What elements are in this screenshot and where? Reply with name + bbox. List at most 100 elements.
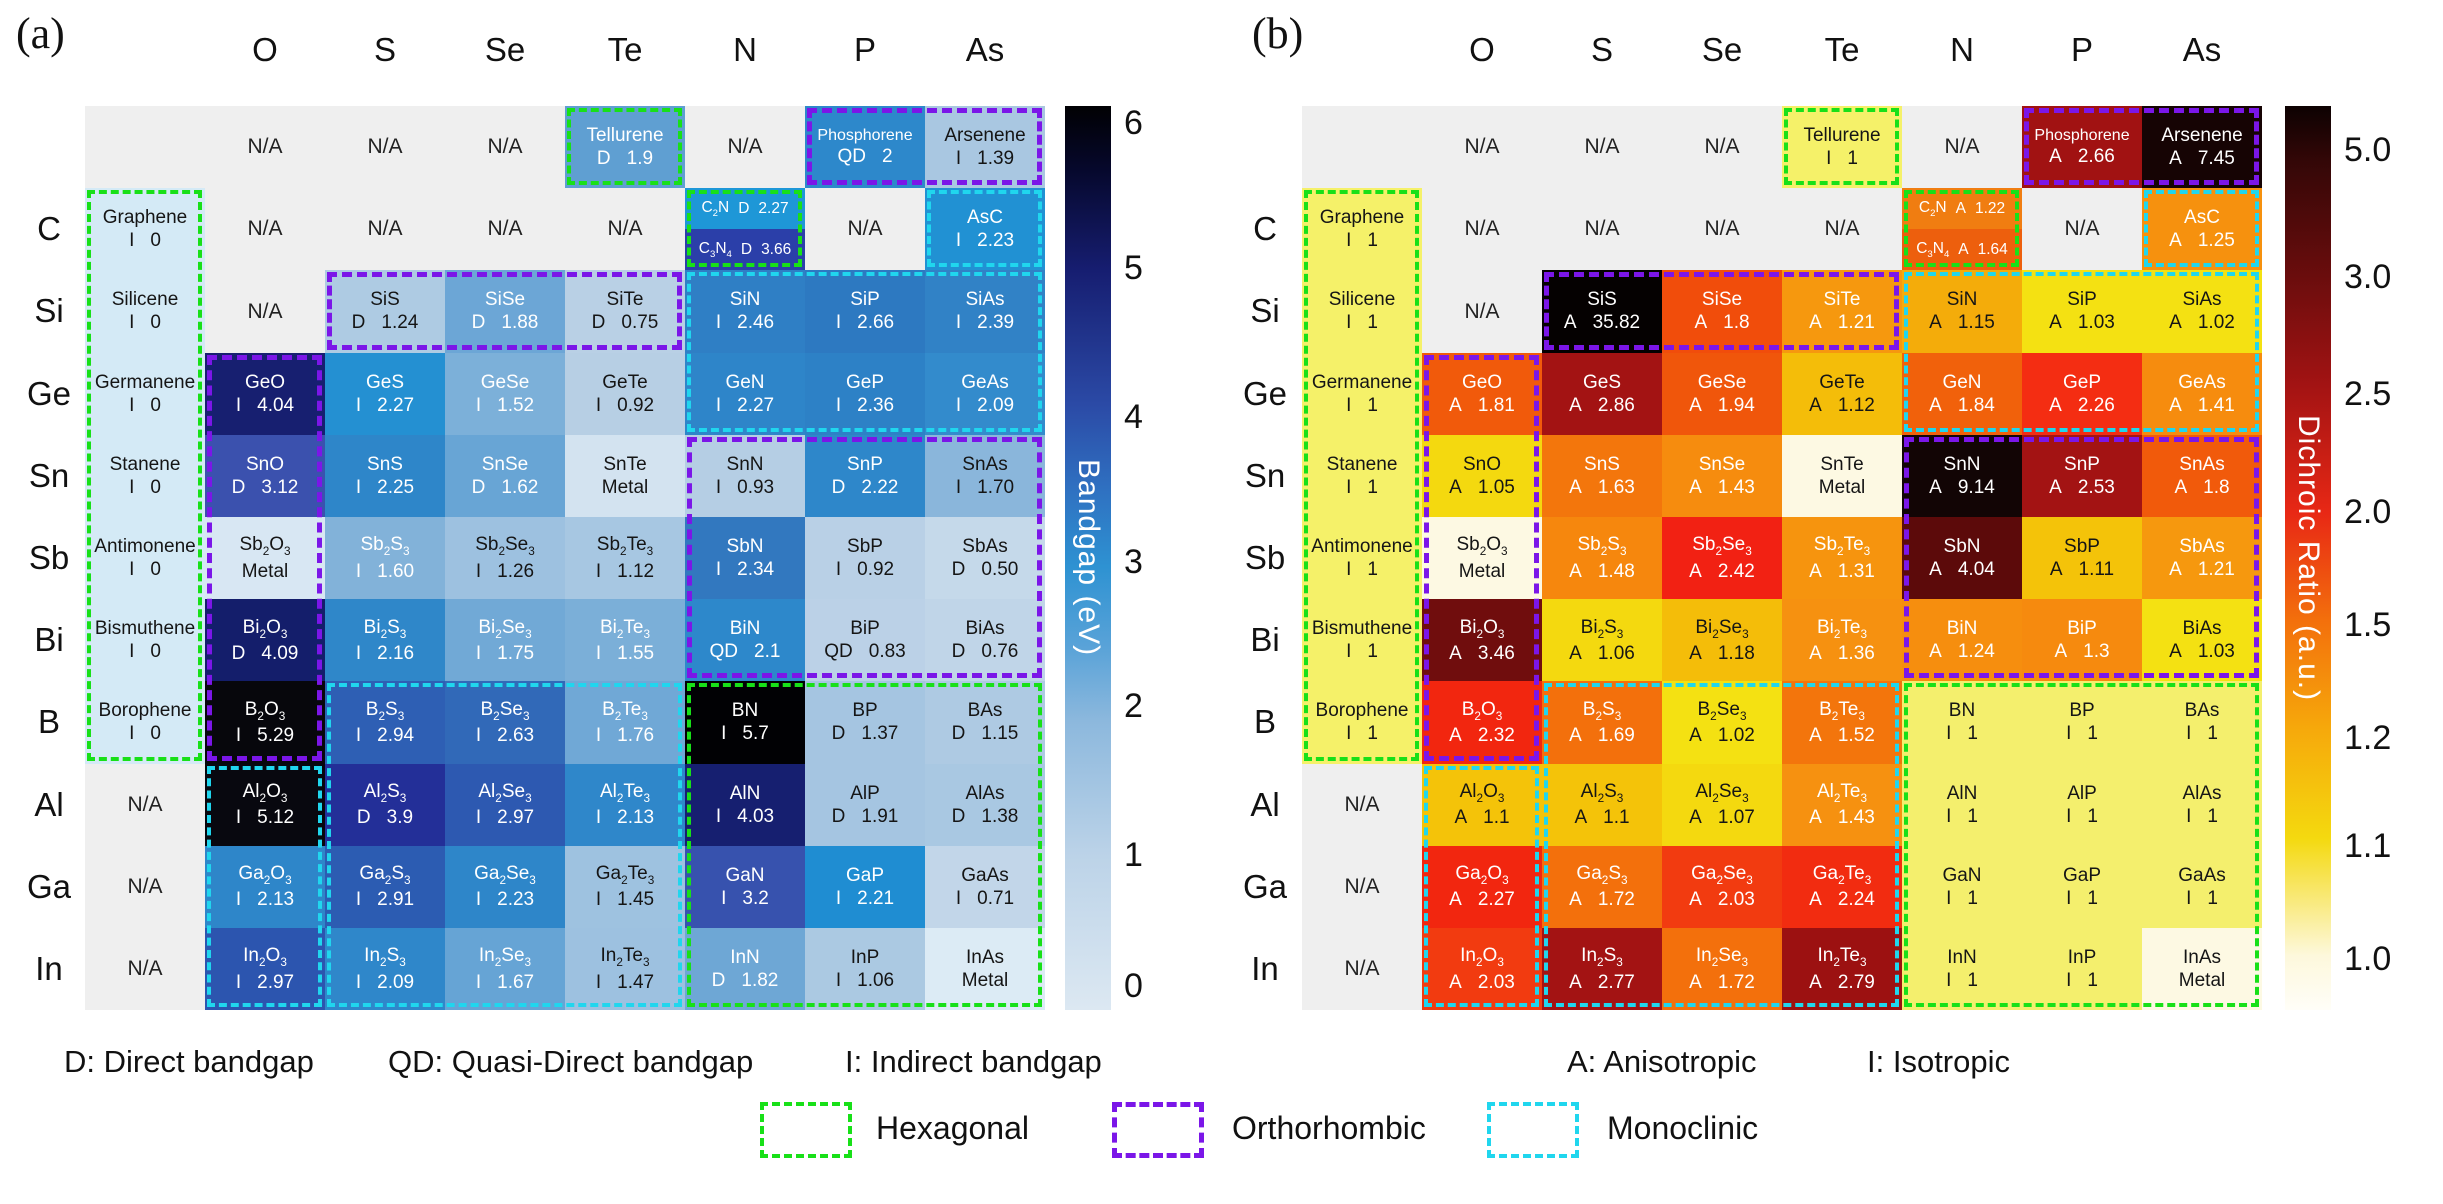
cell-a-SbP: SbP I 0.92 xyxy=(805,517,925,600)
compound-name: SiAs xyxy=(2182,289,2222,311)
cell-b-SnS: SnS A 1.63 xyxy=(1542,434,1662,517)
na-text: N/A xyxy=(847,217,883,241)
cell-value: 0 xyxy=(150,312,161,334)
cell-type: I xyxy=(1346,476,1352,498)
cell-type: A xyxy=(2049,312,2062,334)
colorbar-a-title: Bandgap (eV) xyxy=(1072,459,1105,657)
cell-b-BN: BN I 1 xyxy=(1902,681,2022,764)
compound-name: Bismuthene xyxy=(1311,618,1413,640)
cell-value: 1.8 xyxy=(1723,312,1750,334)
cell-type: A xyxy=(1569,971,1582,993)
colorbar-b-tick-1.0: 1.0 xyxy=(2344,940,2392,979)
cell-a-Germanene: Germanene I 0 xyxy=(85,352,205,435)
cell-value: 2.26 xyxy=(2077,394,2115,416)
cell-value: 1 xyxy=(2087,805,2098,827)
compound-name: GaP xyxy=(2062,864,2102,886)
cell-type: I xyxy=(129,723,135,745)
cell-b-Bi2O3: Bi2O3 A 3.46 xyxy=(1422,599,1542,682)
cell-b-GeO: GeO A 1.81 xyxy=(1422,352,1542,435)
cell-type: A xyxy=(1689,560,1702,582)
legend-a-indirect: I: Indirect bandgap xyxy=(845,1044,1102,1079)
cell-a-SiSe: SiSe D 1.88 xyxy=(445,270,565,353)
cell-type: A xyxy=(2169,641,2182,663)
col-header-a-N: N xyxy=(733,31,757,68)
cell-a-BiN: BiN QD 2.1 xyxy=(685,599,805,682)
compound-name: Phosphorene xyxy=(2034,126,2130,144)
na-text: N/A xyxy=(487,135,523,159)
compound-name: Antimonene xyxy=(94,535,196,557)
cell-type: D xyxy=(591,312,606,334)
row-header-b-In: In xyxy=(1251,950,1279,988)
cell-b-Silicene: Silicene I 1 xyxy=(1302,270,1422,353)
col-header-b-Se: Se xyxy=(1701,31,1743,68)
cell-type: A xyxy=(1929,476,1942,498)
cell-b-SnO: SnO A 1.05 xyxy=(1422,434,1542,517)
compound-name: Bi2Te3 xyxy=(599,616,651,641)
cell-type: I xyxy=(475,889,482,911)
compound-name: Ga2O3 xyxy=(1455,863,1509,888)
cell-value: 1 xyxy=(1967,805,1978,827)
cell-b-SnN: SnN A 9.14 xyxy=(1902,434,2022,517)
cell-value: 1.39 xyxy=(977,148,1015,170)
cell-a-Ga2Te3: Ga2Te3 I 1.45 xyxy=(565,845,685,928)
colorbar-b-tick-5.0: 5.0 xyxy=(2344,131,2392,170)
compound-name: BN xyxy=(731,700,759,722)
cell-value: 1.70 xyxy=(977,476,1015,498)
colorbar-a-tick-1: 1 xyxy=(1124,836,1143,875)
legend-b-anisotropic: A: Anisotropic xyxy=(1567,1044,1757,1079)
cell-a-In2Te3: In2Te3 I 1.47 xyxy=(565,928,685,1011)
cell-b-r2c1-na: N/A xyxy=(1422,270,1542,353)
compound-name: SiP xyxy=(850,289,880,311)
cell-type: A xyxy=(1569,642,1582,664)
cell-b-r0c3-na: N/A xyxy=(1662,106,1782,189)
cell-value: 1 xyxy=(1967,723,1978,745)
cell-b-r9c0-na: N/A xyxy=(1302,845,1422,928)
cell-type: A xyxy=(1449,724,1462,746)
cell-a-GeN: GeN I 2.27 xyxy=(685,352,805,435)
cell-a-BP: BP D 1.37 xyxy=(805,681,925,764)
cell-type: I xyxy=(1346,312,1352,334)
compound-name: Bi2S3 xyxy=(1580,616,1624,641)
cell-value: 1.18 xyxy=(1717,642,1755,664)
cell-value: 1.88 xyxy=(501,312,539,334)
cell-a-C2N: C2N D 2.27 xyxy=(685,188,805,230)
compound-name: C2N xyxy=(701,198,730,219)
cell-b-r1c3-na: N/A xyxy=(1662,188,1782,271)
row-header-a-In: In xyxy=(35,950,63,988)
cell-b-Bi2S3: Bi2S3 A 1.06 xyxy=(1542,599,1662,682)
cell-value: 1.1 xyxy=(1603,807,1630,829)
row-header-a-Bi: Bi xyxy=(34,621,64,659)
cell-b-BiN: BiN A 1.24 xyxy=(1902,599,2022,682)
compound-name: GeS xyxy=(1582,371,1622,393)
cell-value: Metal xyxy=(1818,476,1866,498)
cell-value: 0 xyxy=(150,559,161,581)
compound-name: Ga2S3 xyxy=(359,863,411,888)
cell-type: D xyxy=(831,805,846,827)
cell-value: Metal xyxy=(961,970,1009,992)
cell-b-Ga2Te3: Ga2Te3 A 2.24 xyxy=(1782,845,1902,928)
cell-type: A xyxy=(1563,312,1577,334)
cell-value: 2.16 xyxy=(377,642,415,664)
compound-name: C2N xyxy=(1918,198,1947,219)
cell-b-r0c1-na: N/A xyxy=(1422,106,1542,189)
cell-value: 2.09 xyxy=(377,971,415,993)
compound-name: Bi2O3 xyxy=(1459,616,1505,641)
cell-type: D xyxy=(951,723,966,745)
compound-name: Silicene xyxy=(1328,289,1396,311)
col-header-b-S: S xyxy=(1590,31,1613,68)
compound-name: B2Te3 xyxy=(602,698,648,723)
cell-value: 35.82 xyxy=(1592,312,1641,334)
cell-a-B2O3: B2O3 I 5.29 xyxy=(205,681,325,764)
compound-name: AlN xyxy=(1946,782,1978,804)
cell-type: I xyxy=(2186,805,2192,827)
cell-value: 0.71 xyxy=(977,887,1015,909)
cell-type: I xyxy=(721,723,727,745)
compound-name: SnN xyxy=(1943,453,1981,475)
cell-type: D xyxy=(471,476,486,498)
cell-type: A xyxy=(1574,807,1588,829)
cell-type: I xyxy=(955,887,962,909)
cell-a-SnAs: SnAs I 1.70 xyxy=(925,434,1045,517)
cell-b-r1c6-na: N/A xyxy=(2022,188,2142,271)
cell-a-InP: InP I 1.06 xyxy=(805,928,925,1011)
na-text: N/A xyxy=(1704,217,1740,241)
